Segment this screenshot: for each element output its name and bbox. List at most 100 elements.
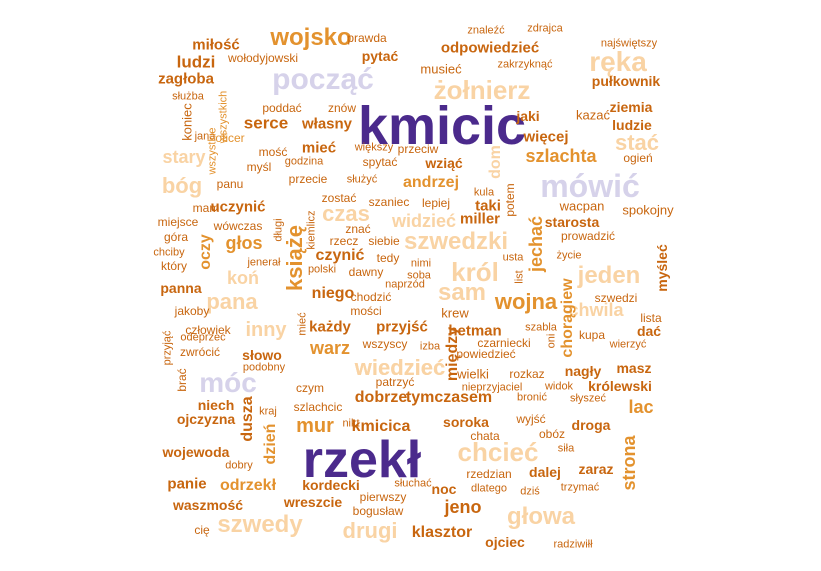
word: taki [475,197,501,215]
word: wiedzieć [354,355,446,380]
word: wyjść [516,412,546,426]
word: uczynić [210,198,266,216]
word: kazać [576,107,610,123]
word: więcej [523,128,569,146]
word: odrzekł [219,477,277,494]
word: wreszcie [283,494,343,510]
word: obóz [538,427,566,441]
word: mieć [296,312,309,336]
word: tedy [376,251,400,265]
word: przyjść [376,318,428,336]
word: szlachcic [293,400,343,414]
word: myśl [246,160,272,174]
word: waszmość [172,497,244,513]
word: panu [216,177,244,191]
word: koniec [179,103,195,141]
word: zostać [321,191,357,205]
word: pierwszy [359,490,407,504]
word: wziąć [425,155,463,171]
word: kupa [578,328,606,342]
word: mówić [540,168,640,204]
word: patrzyć [375,375,415,389]
word: własny [301,115,353,133]
word: słuchać [394,477,432,490]
word: najświętszy [600,37,658,50]
word: kula [473,186,495,199]
word: służba [172,90,204,103]
word: jakoby [174,304,210,318]
word: pułkownik [591,73,661,89]
word: oni [545,333,558,349]
word: szwedzi [594,291,638,305]
word: miller [459,210,501,228]
word: kiemlicz [305,210,318,250]
word: soroka [443,414,489,430]
word: czynić [315,247,365,264]
word: widzieć [391,211,457,231]
word: chciby [153,246,185,259]
word: szwedzki [403,228,509,255]
word: ludzi [176,52,216,72]
word: siebie [368,234,400,248]
word: lista [640,311,662,325]
word: góra [163,230,189,244]
word: powiedzieć [456,347,516,361]
word: oczy [197,234,214,270]
word: musieć [420,61,462,77]
word: droga [571,417,611,433]
word: czym [296,381,324,395]
word: mieć [301,139,337,157]
word: podobny [242,361,286,374]
word: panna [160,280,202,296]
word: dać [636,323,662,339]
word: soba [407,269,431,282]
word: stary [162,147,206,167]
word: zwrócić [179,345,221,359]
word: począć [272,63,374,96]
word: niego [311,285,355,302]
word: zagłoba [158,70,214,88]
word: ogień [623,151,653,165]
word: nagły [564,363,602,379]
word: chata [470,429,500,443]
word: krew [441,305,469,321]
word: dom [487,145,504,179]
word: dalej [529,464,561,480]
word: szabla [525,321,557,334]
word: dobry [225,459,253,472]
word: wojna [494,289,558,314]
word: wołodyjowski [227,51,299,65]
word: rozkaz [509,367,545,381]
word: wojsko [270,24,352,51]
word: masz [616,360,652,376]
word: chorągiew [559,278,576,358]
word: warz [309,338,351,358]
word: ręka [589,46,647,77]
word: koń [226,268,260,288]
word: każdy [309,318,351,336]
word: pana [206,289,258,314]
word: prowadzić [560,229,616,243]
word: ojciec [485,534,525,550]
word: lepiej [421,196,451,210]
word: rzecz [329,234,359,248]
word: niech [197,397,235,413]
word: zaraz [578,461,614,477]
word: czas [322,201,370,226]
word: król [451,257,499,287]
word: tymczasem [405,389,493,406]
word: królewski [588,378,652,394]
word: bronić [517,391,547,404]
word: naprzód [385,278,425,291]
word: nieprzyjaciel [461,381,523,394]
word: miejsce [157,215,199,229]
word: wielki [457,366,489,382]
word: noc [431,481,457,497]
word: spokojny [622,202,674,218]
word: żołnierz [433,75,531,105]
word: cię [194,523,210,537]
word: kraj [259,405,277,418]
word: głowa [506,503,576,530]
word: usta [502,251,524,264]
word: oficer [215,131,245,145]
